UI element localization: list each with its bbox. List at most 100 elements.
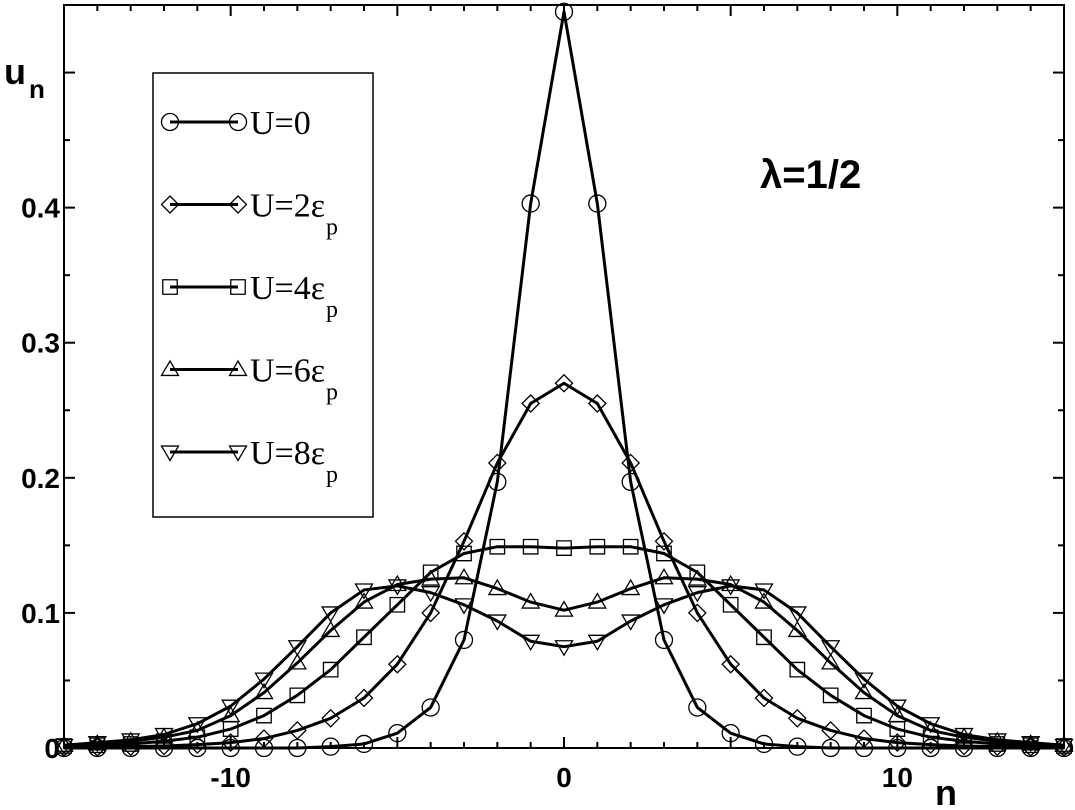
- data-point-square: [756, 629, 772, 646]
- data-point-diamond: [921, 735, 941, 755]
- data-point-diamond: [754, 688, 774, 708]
- legend-label: U=0: [250, 105, 311, 142]
- legend-entry-diamond: U=2εp: [160, 188, 338, 241]
- data-point-circle: [921, 738, 940, 758]
- data-point-square: [722, 596, 739, 613]
- data-point-triangle-down: [587, 634, 607, 652]
- data-point-triangle-up: [887, 705, 907, 723]
- data-point-diamond: [321, 708, 341, 728]
- legend-marker: [160, 445, 180, 462]
- y-tick-label: 0.3: [21, 328, 60, 359]
- legend-marker: [160, 112, 180, 132]
- data-point-triangle-up: [221, 705, 241, 723]
- x-tick-label: -10: [210, 762, 250, 793]
- x-axis-title: n: [935, 772, 957, 810]
- data-point-square: [256, 707, 272, 724]
- data-point-square: [522, 538, 539, 555]
- data-point-triangle-down: [1054, 738, 1074, 756]
- data-point-diamond: [421, 603, 441, 623]
- data-point-circle: [321, 737, 340, 756]
- data-point-circle: [654, 630, 674, 650]
- data-point-triangle-up: [387, 574, 407, 592]
- data-point-square: [289, 687, 306, 704]
- y-axis: 00.10.20.30.4: [21, 4, 1064, 764]
- series-line-diamond: [63, 381, 1065, 750]
- data-point-diamond: [254, 729, 274, 748]
- legend-marker: [160, 359, 180, 377]
- legend-entry-triangle-up: U=6εp: [160, 353, 338, 406]
- data-point-triangle-down: [887, 699, 907, 716]
- data-point-triangle-up: [287, 653, 307, 670]
- series-line-square: [63, 545, 1065, 748]
- data-point-circle: [688, 698, 707, 717]
- data-point-triangle-down: [687, 586, 707, 603]
- data-point-triangle-down: [721, 579, 741, 596]
- data-point-square: [656, 545, 672, 562]
- data-point-square: [456, 545, 472, 562]
- data-point-circle: [721, 723, 740, 743]
- data-point-triangle-down: [654, 598, 674, 615]
- data-point-triangle-down: [221, 699, 241, 716]
- data-point-circle: [221, 738, 240, 758]
- data-point-triangle-down: [621, 614, 641, 631]
- data-point-diamond: [354, 688, 374, 708]
- data-point-square: [789, 661, 806, 678]
- data-point-triangle-down: [521, 634, 541, 652]
- data-point-triangle-down: [487, 614, 507, 631]
- legend-label-subscript: p: [326, 462, 338, 488]
- data-point-triangle-up: [754, 592, 774, 609]
- data-point-triangle-down: [421, 586, 441, 603]
- data-point-circle: [521, 194, 540, 213]
- data-point-diamond: [821, 721, 841, 740]
- data-point-triangle-down: [154, 727, 174, 745]
- data-point-triangle-down: [854, 672, 874, 689]
- legend-entry-circle: U=0: [160, 105, 311, 142]
- data-point-triangle-down: [321, 606, 341, 623]
- data-point-circle: [588, 194, 607, 213]
- data-point-triangle-up: [721, 574, 741, 592]
- data-point-diamond: [554, 373, 574, 393]
- data-point-triangle-up: [921, 720, 941, 738]
- x-tick-label: 10: [882, 762, 913, 793]
- data-point-triangle-up: [187, 720, 207, 738]
- data-point-diamond: [454, 531, 474, 551]
- series-triangle-down: [54, 579, 1074, 756]
- data-point-diamond: [887, 733, 907, 753]
- legend-label: U=8ε: [250, 435, 325, 472]
- y-tick-label: 0.2: [21, 463, 60, 494]
- data-point-diamond: [487, 453, 507, 473]
- data-point-triangle-up: [254, 682, 274, 700]
- data-point-circle: [888, 738, 907, 758]
- data-point-triangle-up: [321, 620, 341, 638]
- data-point-diamond: [721, 654, 741, 674]
- legend-box: [152, 72, 374, 518]
- data-point-triangle-up: [421, 569, 441, 586]
- data-point-triangle-up: [787, 620, 807, 638]
- legend-label-subscript: p: [326, 297, 338, 323]
- data-point-square: [589, 538, 606, 555]
- data-point-triangle-down: [354, 583, 374, 600]
- data-point-triangle-down: [254, 672, 274, 689]
- data-point-diamond: [621, 453, 641, 473]
- legend-marker: [228, 445, 248, 462]
- y-tick-label: 0.1: [21, 598, 60, 629]
- legend-label-subscript: p: [326, 215, 338, 241]
- y-axis-title: u: [4, 51, 26, 92]
- data-point-square: [389, 596, 406, 613]
- data-point-diamond: [654, 531, 674, 551]
- data-point-triangle-down: [787, 606, 807, 623]
- data-point-triangle-up: [521, 592, 541, 609]
- data-point-square: [556, 540, 572, 556]
- legend-label: U=4ε: [250, 270, 325, 307]
- data-point-triangle-up: [487, 578, 507, 596]
- data-point-diamond: [387, 654, 407, 674]
- y-tick-label: 0.4: [21, 193, 60, 224]
- data-point-triangle-down: [87, 735, 107, 753]
- data-point-triangle-down: [1021, 735, 1041, 753]
- data-point-circle: [754, 734, 774, 754]
- data-point-circle: [388, 723, 407, 743]
- data-point-circle: [188, 738, 207, 758]
- data-point-triangle-up: [621, 578, 641, 596]
